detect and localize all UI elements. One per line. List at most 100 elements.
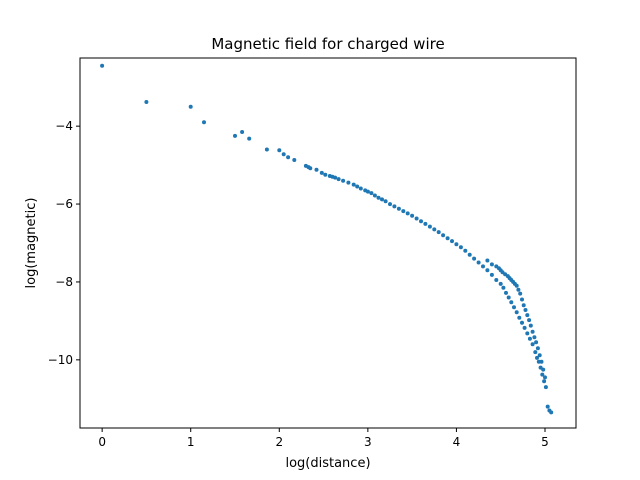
data-point (376, 195, 381, 200)
data-point (351, 182, 356, 187)
x-tick-label: 1 (187, 435, 195, 449)
data-point (542, 379, 547, 384)
data-point (383, 199, 388, 204)
data-point (481, 264, 485, 269)
data-point (188, 104, 193, 109)
data-point (372, 193, 377, 198)
data-point (485, 258, 490, 263)
data-point (485, 268, 490, 273)
data-point (436, 230, 441, 235)
data-point (319, 170, 324, 175)
data-point (410, 213, 415, 218)
data-point (419, 219, 423, 224)
data-point (450, 239, 454, 244)
data-point (489, 262, 494, 267)
data-point (292, 158, 297, 162)
data-point (516, 287, 521, 292)
data-point (445, 236, 450, 241)
x-tick-label: 2 (275, 435, 283, 449)
data-point (281, 152, 286, 157)
data-point (501, 285, 506, 290)
y-tick-label: −10 (48, 353, 73, 367)
data-point (494, 278, 499, 282)
data-point (527, 318, 532, 323)
data-point (530, 342, 535, 347)
data-point (543, 385, 548, 390)
data-point (523, 308, 528, 312)
data-point (528, 323, 533, 328)
chart-title: Magnetic field for charged wire (211, 35, 444, 53)
data-point (463, 248, 468, 253)
data-point (467, 252, 472, 257)
data-point (506, 295, 511, 300)
data-point (530, 329, 535, 334)
plot-area (80, 58, 576, 428)
data-point (427, 224, 432, 229)
data-point (323, 172, 328, 177)
data-point (504, 290, 508, 295)
data-point (521, 303, 526, 308)
data-point (498, 281, 503, 286)
data-point (549, 410, 554, 415)
data-point (525, 331, 530, 336)
data-point (476, 260, 481, 265)
x-tick-label: 3 (364, 435, 372, 449)
x-tick-label: 5 (541, 435, 549, 449)
data-point (369, 191, 374, 196)
data-point (514, 283, 519, 288)
data-point (308, 166, 313, 171)
y-tick-label: −8 (55, 275, 73, 289)
data-point (514, 310, 519, 315)
data-point (380, 197, 384, 202)
data-point (396, 206, 401, 211)
y-axis-label: log(magnetic) (24, 198, 39, 289)
data-point (100, 63, 105, 68)
data-point (534, 340, 539, 345)
data-point (247, 136, 252, 141)
data-point (512, 305, 516, 310)
data-point (527, 336, 532, 341)
data-point (489, 272, 494, 277)
data-point (518, 291, 523, 296)
y-tick-label: −6 (55, 197, 73, 211)
data-point (533, 350, 538, 355)
data-point (202, 120, 206, 125)
data-point (522, 325, 527, 330)
data-point (144, 100, 149, 104)
data-point (233, 133, 237, 138)
data-point (423, 221, 428, 226)
y-tick-label: −4 (55, 119, 73, 133)
data-point (517, 315, 522, 320)
data-point (336, 177, 341, 182)
data-point (520, 320, 524, 325)
data-point (520, 297, 524, 302)
data-point (537, 353, 542, 358)
x-axis-label: log(distance) (285, 456, 370, 471)
data-point (365, 189, 370, 194)
data-point (346, 180, 351, 185)
data-point (535, 346, 540, 351)
data-point (545, 404, 550, 409)
x-tick-label: 4 (453, 435, 461, 449)
data-point (286, 155, 291, 160)
data-point (432, 227, 437, 232)
data-point (414, 216, 419, 221)
data-point (525, 313, 530, 318)
data-point (341, 178, 346, 183)
data-point (392, 204, 397, 209)
data-point (543, 375, 547, 380)
data-point (539, 359, 544, 364)
data-point (472, 256, 477, 261)
data-point (264, 147, 269, 152)
data-point (458, 245, 463, 250)
data-point (535, 355, 539, 360)
x-axis-ticks: 0 1 2 3 4 5 (98, 428, 549, 449)
data-point (405, 211, 410, 216)
data-point (277, 148, 282, 153)
data-point (358, 186, 363, 191)
x-tick-label: 0 (98, 435, 106, 449)
data-point (454, 242, 459, 247)
data-point (388, 202, 392, 207)
data-point (401, 209, 406, 214)
data-point (541, 367, 546, 372)
